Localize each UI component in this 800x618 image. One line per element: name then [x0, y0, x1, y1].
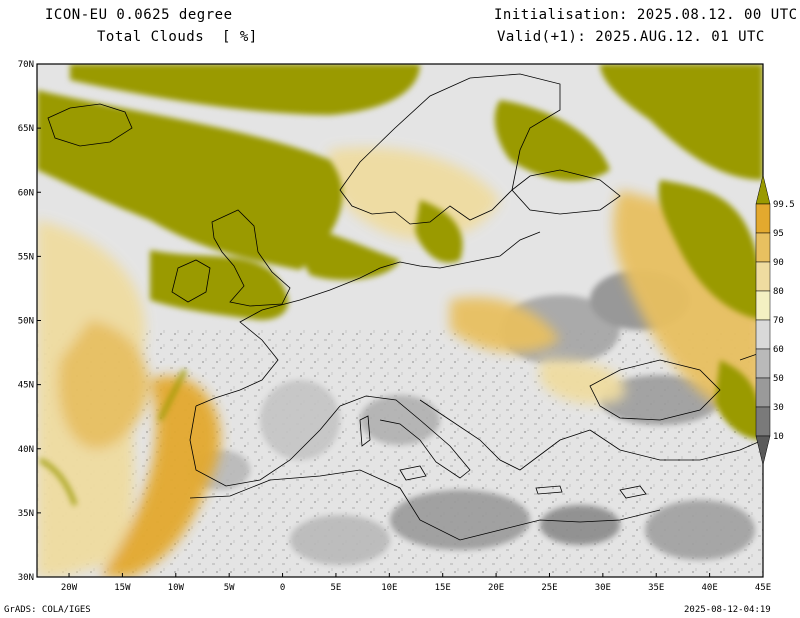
lon-label: 40E — [701, 583, 717, 593]
lon-label: 20E — [488, 583, 504, 593]
footer-right: 2025-08-12-04:19 — [684, 605, 771, 615]
colorbar-label: 95 — [773, 229, 784, 239]
lat-label: 50N — [18, 317, 34, 327]
lon-label: 15W — [114, 583, 131, 593]
colorbar-box — [755, 290, 771, 321]
init-time: Initialisation: 2025.08.12. 00 UTC — [494, 7, 798, 23]
lat-label: 65N — [18, 124, 34, 134]
valid-time: Valid(+1): 2025.AUG.12. 01 UTC — [497, 29, 765, 45]
lat-label: 70N — [18, 60, 34, 70]
colorbar-label: 50 — [773, 374, 784, 384]
variable-title: Total Clouds [ %] — [97, 29, 258, 45]
lon-label: 15E — [435, 583, 451, 593]
colorbar-box — [755, 406, 771, 437]
colorbar-label: 60 — [773, 345, 784, 355]
colorbar-bottom-triangle — [755, 435, 771, 466]
lon-label: 35E — [648, 583, 664, 593]
colorbar-label: 90 — [773, 258, 784, 268]
colorbar-box — [755, 232, 771, 263]
lon-label: 5E — [331, 583, 342, 593]
colorbar-box — [755, 377, 771, 408]
colorbar-label: 99.5 — [773, 200, 795, 210]
colorbar-box — [755, 319, 771, 350]
colorbar-box — [755, 348, 771, 379]
lon-label: 45E — [755, 583, 771, 593]
model-title: ICON-EU 0.0625 degree — [45, 7, 233, 23]
lon-label: 0 — [280, 583, 285, 593]
lon-label: 10E — [381, 583, 397, 593]
longitude-labels: 20W 15W 10W 5W 0 5E 10E 15E 20E 25E 30E 35E 40E 45E — [61, 573, 771, 593]
lon-label: 25E — [541, 583, 557, 593]
lat-label: 30N — [18, 573, 34, 583]
lon-label: 20W — [61, 583, 78, 593]
colorbar-box — [755, 261, 771, 292]
lat-label: 60N — [18, 188, 34, 198]
lat-label: 55N — [18, 252, 34, 262]
lon-label: 10W — [168, 583, 185, 593]
lon-label: 5W — [224, 583, 235, 593]
coastlines — [47, 73, 763, 541]
lon-label: 30E — [595, 583, 611, 593]
colorbar-label: 10 — [773, 432, 784, 442]
latitude-labels: 30N 35N 40N 45N 50N 55N 60N 65N 70N — [18, 60, 41, 583]
lat-label: 40N — [18, 445, 34, 455]
cloud-field — [37, 64, 763, 577]
colorbar: 10 30 50 60 70 80 90 95 99.5 — [755, 174, 795, 466]
lat-label: 45N — [18, 381, 34, 391]
colorbar-label: 80 — [773, 287, 784, 297]
colorbar-box — [755, 203, 771, 234]
overcast-areas — [37, 64, 763, 440]
footer-left: GrADS: COLA/IGES — [4, 605, 91, 615]
colorbar-label: 30 — [773, 403, 784, 413]
lat-label: 35N — [18, 509, 34, 519]
colorbar-label: 70 — [773, 316, 784, 326]
